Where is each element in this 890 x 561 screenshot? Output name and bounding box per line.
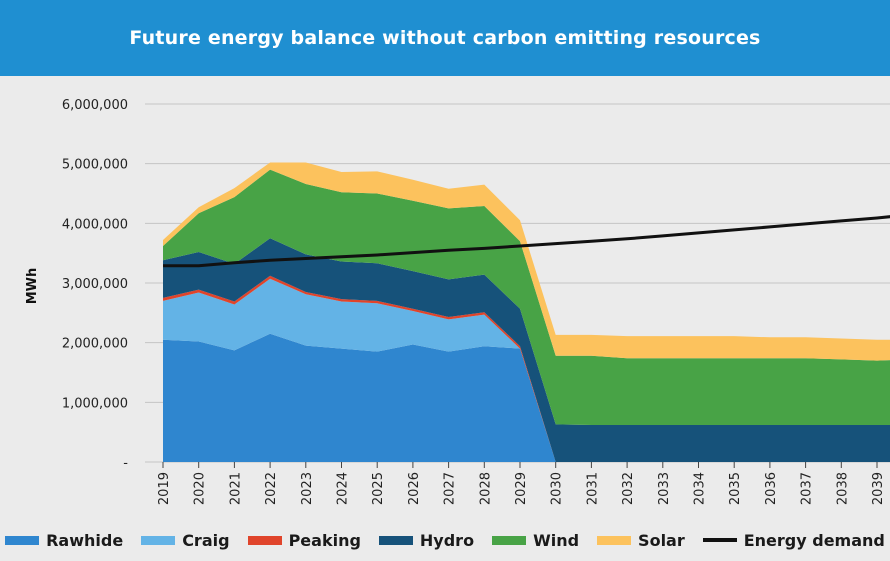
- legend-swatch: [702, 538, 737, 542]
- x-tick-label: 2027: [443, 472, 458, 505]
- x-tick-label: 2036: [764, 472, 779, 505]
- legend-swatch: [492, 535, 527, 545]
- x-tick-label: 2028: [478, 472, 493, 505]
- legend-label: Wind: [533, 530, 580, 550]
- legend-label: Craig: [182, 530, 230, 550]
- x-tick-label: 2025: [371, 472, 386, 505]
- x-tick-label: 2022: [264, 472, 279, 505]
- x-tick-label: 2021: [228, 472, 243, 505]
- area-rawhide: [163, 333, 890, 462]
- area-solar: [163, 162, 890, 361]
- legend-item-hydro: Hydro: [378, 530, 475, 550]
- x-tick-label: 2038: [835, 472, 850, 505]
- legend-label: Solar: [638, 530, 685, 550]
- y-tick-label: 6,000,000: [62, 98, 128, 113]
- legend-swatch: [378, 535, 413, 545]
- y-axis-label: MWh: [25, 268, 40, 305]
- x-tick-label: 2020: [193, 472, 208, 505]
- plot-area: - 1,000,000 2,000,000 3,000,000 4,000,000 5,0…: [0, 76, 890, 561]
- legend-swatch: [597, 535, 632, 545]
- legend-swatch: [5, 535, 40, 545]
- x-tick-label: 2031: [585, 472, 600, 505]
- legend-label: Energy demand: [743, 530, 885, 550]
- legend-item-rawhide: Rawhide: [5, 531, 123, 550]
- x-tick-label: 2032: [621, 472, 636, 505]
- x-axis: 2019 2020 2021 2022 2023 2024 2025 2026 2027 2028…: [157, 462, 886, 505]
- x-tick-label: 2039: [871, 472, 886, 505]
- chart-title: Future energy balance without carbon emi…: [129, 27, 761, 49]
- x-tick-label: 2037: [800, 472, 815, 505]
- y-axis: - 1,000,000 2,000,000 3,000,000 4,000,000 5,0…: [62, 98, 128, 471]
- x-tick-label: 2026: [407, 472, 422, 505]
- legend-item-craig: Craig: [141, 530, 230, 550]
- x-tick-label: 2033: [657, 472, 672, 505]
- y-tick-label: 4,000,000: [62, 217, 128, 232]
- area-wind: [163, 169, 890, 425]
- legend: Rawhide Craig Peaking Hydro Wind Solar Energy …: [0, 526, 890, 554]
- legend-item-wind: Wind: [492, 531, 579, 550]
- x-tick-label: 2019: [157, 472, 172, 505]
- x-tick-label: 2034: [693, 472, 708, 505]
- area-hydro: [163, 238, 890, 462]
- area-craig: [163, 278, 890, 462]
- area-peaking: [163, 275, 890, 462]
- x-tick-label: 2023: [300, 472, 315, 505]
- legend-label: Hydro: [419, 530, 475, 550]
- legend-item-energy-demand: Energy demand: [702, 530, 885, 550]
- line-series: [163, 215, 890, 268]
- area-series: [163, 162, 890, 462]
- y-tick-label: 3,000,000: [62, 277, 128, 292]
- y-tick-label: 2,000,000: [62, 337, 128, 352]
- line-energy-demand: [163, 215, 890, 268]
- legend-swatch: [247, 535, 282, 545]
- x-tick-label: 2035: [728, 472, 743, 505]
- y-tick-label: -: [123, 456, 128, 471]
- legend-swatch: [141, 535, 176, 545]
- x-tick-label: 2029: [514, 472, 529, 505]
- legend-label: Rawhide: [46, 530, 124, 550]
- y-tick-label: 5,000,000: [62, 158, 128, 173]
- legend-label: Peaking: [288, 530, 361, 550]
- legend-item-peaking: Peaking: [247, 530, 361, 550]
- y-tick-label: 1,000,000: [62, 396, 128, 411]
- legend-item-solar: Solar: [597, 531, 685, 550]
- chart-svg: - 1,000,000 2,000,000 3,000,000 4,000,000 5,0…: [25, 98, 890, 505]
- x-tick-label: 2030: [550, 472, 565, 505]
- chart-header: Future energy balance without carbon emi…: [0, 0, 890, 76]
- x-tick-label: 2024: [336, 472, 351, 505]
